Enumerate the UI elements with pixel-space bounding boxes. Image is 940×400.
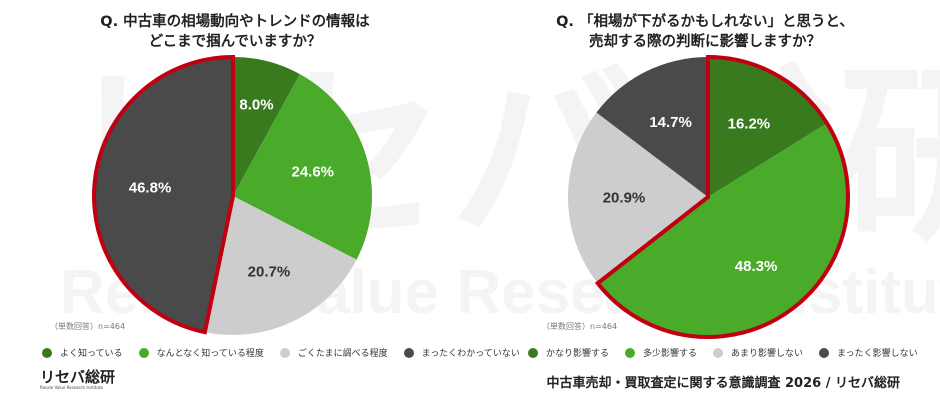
right-legend: かなり影響する 多少影響する あまり影響しない まったく影響しない bbox=[528, 346, 918, 359]
legend-dot-icon bbox=[819, 347, 830, 358]
right-title-line1: Q. 「相場が下がるかもしれない」と思うと、 bbox=[556, 14, 854, 30]
legend-dot-icon bbox=[528, 347, 538, 358]
pie-slice-label: 46.8% bbox=[129, 180, 172, 197]
right-legend-item-1: かなり影響する bbox=[528, 346, 609, 359]
legend-label: なんとなく知っている程度 bbox=[156, 349, 264, 359]
left-title-line1: Q. 中古車の相場動向やトレンドの情報は bbox=[100, 14, 370, 30]
right-legend-item-4: まったく影響しない bbox=[819, 346, 918, 359]
left-chart-panel: Q. 中古車の相場動向やトレンドの情報は どこまで掴んでいますか？ 8.0% 24… bbox=[0, 12, 520, 390]
left-chart-title: Q. 中古車の相場動向やトレンドの情報は どこまで掴んでいますか？ bbox=[0, 12, 470, 52]
pie-slice-label: 24.6% bbox=[291, 164, 334, 181]
legend-dot-icon bbox=[403, 347, 414, 358]
legend-label: ごくたまに調べる程度 bbox=[297, 349, 388, 359]
right-pie-chart: 16.2% 48.3% 20.9% 14.7% bbox=[568, 54, 850, 339]
pie-slice bbox=[233, 57, 300, 196]
highlight-outline bbox=[92, 54, 235, 335]
brand-logo: リセバ総研 Resale Value Research Institute bbox=[40, 369, 115, 390]
legend-label: よく知っている bbox=[60, 349, 123, 359]
pie-slice bbox=[708, 57, 828, 197]
left-pie-chart: 8.0% 24.6% 20.7% 46.8% bbox=[92, 54, 372, 335]
left-legend-item-3: ごくたまに調べる程度 bbox=[279, 346, 388, 359]
pie-slice-label: 48.3% bbox=[735, 258, 778, 275]
left-title-line2: どこまで掴んでいますか？ bbox=[148, 34, 322, 50]
left-legend-item-4: まったくわかっていない bbox=[403, 346, 520, 359]
left-legend-item-2: なんとなく知っている程度 bbox=[138, 346, 264, 359]
legend-label: まったく影響しない bbox=[837, 349, 918, 359]
pie-slice bbox=[596, 57, 708, 197]
footer-source: 中古車売却・買取査定に関する意識調査 2026 / リセバ総研 bbox=[546, 376, 900, 391]
right-chart-title: Q. 「相場が下がるかもしれない」と思うと、 売却する際の判断に影響しますか？ bbox=[470, 12, 940, 52]
pie-slice bbox=[204, 196, 357, 335]
legend-dot-icon bbox=[138, 347, 149, 358]
left-sample-note: （単数回答）n=464 bbox=[50, 322, 126, 331]
legend-dot-icon bbox=[42, 347, 52, 358]
logo-text: リセバ総研 bbox=[40, 368, 116, 386]
left-legend: よく知っている なんとなく知っている程度 ごくたまに調べる程度 まったくわかって… bbox=[42, 346, 520, 359]
right-sample-note: （単数回答）n=464 bbox=[542, 322, 618, 331]
legend-label: あまり影響しない bbox=[731, 349, 804, 359]
right-chart-panel: Q. 「相場が下がるかもしれない」と思うと、 売却する際の判断に影響しますか？ … bbox=[470, 0, 940, 400]
legend-dot-icon bbox=[713, 347, 724, 358]
right-title-line2: 売却する際の判断に影響しますか？ bbox=[589, 34, 821, 50]
legend-dot-icon bbox=[625, 347, 636, 358]
legend-label: かなり影響する bbox=[546, 349, 610, 359]
right-legend-item-3: あまり影響しない bbox=[713, 346, 803, 359]
right-legend-item-2: 多少影響する bbox=[625, 346, 697, 359]
pie-slice bbox=[233, 74, 372, 260]
highlight-outline bbox=[594, 54, 850, 339]
legend-label: まったくわかっていない bbox=[421, 349, 520, 359]
legend-dot-icon bbox=[279, 347, 290, 358]
pie-slice-label: 16.2% bbox=[728, 116, 771, 133]
pie-slice-label: 20.7% bbox=[248, 263, 291, 280]
pie-slice-label: 14.7% bbox=[649, 114, 692, 131]
legend-label: 多少影響する bbox=[643, 349, 698, 359]
pie-slice bbox=[597, 123, 848, 337]
left-legend-item-1: よく知っている bbox=[42, 346, 123, 359]
pie-slice bbox=[568, 112, 708, 284]
pie-slice-label: 20.9% bbox=[603, 190, 646, 207]
pie-slice-label: 8.0% bbox=[239, 96, 273, 113]
pie-slice bbox=[94, 57, 233, 333]
logo-subtext: Resale Value Research Institute bbox=[40, 385, 103, 390]
